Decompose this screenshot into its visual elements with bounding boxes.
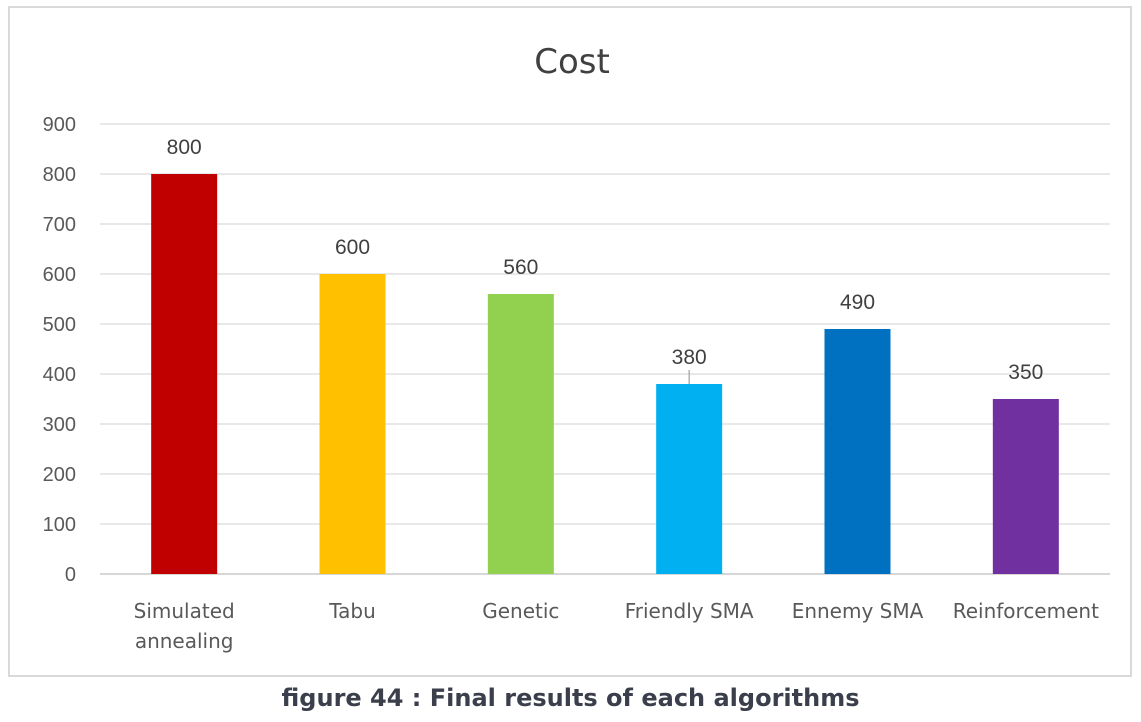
y-tick-label: 0 xyxy=(65,564,76,586)
data-label: 380 xyxy=(672,346,707,369)
y-tick-label: 800 xyxy=(43,164,76,186)
y-tick-label: 600 xyxy=(43,264,76,286)
data-label: 490 xyxy=(840,291,875,314)
category-label: Reinforcement xyxy=(953,599,1099,623)
data-label: 560 xyxy=(503,256,538,279)
y-tick-label: 100 xyxy=(43,514,76,536)
category-label: Friendly SMA xyxy=(625,599,754,623)
bar xyxy=(151,174,218,574)
y-tick-label: 300 xyxy=(43,414,76,436)
bar xyxy=(992,399,1059,574)
category-label: Tabu xyxy=(328,599,376,623)
bar xyxy=(319,274,386,574)
data-label: 800 xyxy=(167,136,202,159)
y-tick-label: 900 xyxy=(43,114,76,136)
y-tick-label: 500 xyxy=(43,314,76,336)
figure-caption: figure 44 : Final results of each algori… xyxy=(281,684,860,712)
data-label: 350 xyxy=(1008,361,1043,384)
chart-title: Cost xyxy=(534,42,610,82)
data-label: 600 xyxy=(335,236,370,259)
bar xyxy=(656,384,723,574)
y-tick-label: 700 xyxy=(43,214,76,236)
category-label: Simulated annealing xyxy=(134,599,235,653)
bar xyxy=(824,329,891,574)
category-label: Ennemy SMA xyxy=(792,599,924,623)
chart-frame: Cost 0 100 200 300 400 500 600 700 800 900 800 Simu… xyxy=(8,6,1132,677)
bar xyxy=(487,294,554,574)
bar-chart: 0 100 200 300 400 500 600 700 800 900 800 Simulated… xyxy=(43,114,1110,653)
y-tick-label: 200 xyxy=(43,464,76,486)
category-label: Genetic xyxy=(482,599,559,623)
y-tick-label: 400 xyxy=(43,364,76,386)
